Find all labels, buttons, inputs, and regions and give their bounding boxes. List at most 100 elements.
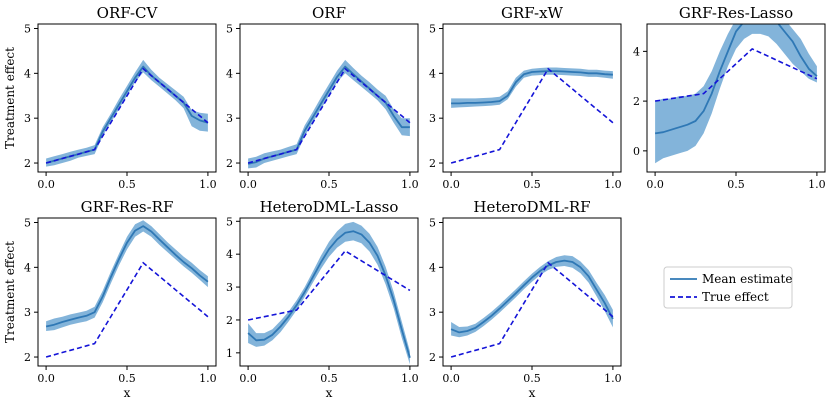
x-tick-label: 0.0 (442, 178, 460, 191)
y-tick-label: 3 (226, 112, 233, 125)
true-effect-line (450, 261, 614, 358)
axes-frame (37, 23, 217, 173)
y-tick-label: 3 (226, 281, 233, 294)
confidence-band (46, 59, 208, 167)
subplot-title: GRF-Res-Lasso (679, 4, 793, 22)
y-tick-label: 4 (24, 67, 31, 80)
x-tick-label: 1.0 (604, 178, 622, 191)
plot-area (247, 221, 411, 365)
y-tick-label: 4 (24, 261, 31, 274)
y-tick-label: 2 (429, 351, 436, 364)
x-tick-label: 0.5 (523, 178, 541, 191)
subplot-title: HeteroDML-Lasso (260, 198, 399, 216)
true-effect-line (45, 67, 209, 164)
legend-label-mean-estimate: Mean estimate (702, 272, 792, 286)
x-tick-label: 1.0 (401, 178, 419, 191)
y-tick-label: 2 (24, 351, 31, 364)
x-tick-label: 0.5 (118, 178, 136, 191)
x-tick-label: 0.0 (239, 372, 257, 385)
x-tick-label: 1.0 (199, 372, 217, 385)
y-axis-label: Treatment effect (3, 241, 17, 343)
y-tick-label: 2 (633, 95, 640, 108)
mean-estimate-line (451, 70, 613, 105)
subplot-title: HeteroDML-RF (473, 198, 590, 216)
y-tick-label: 2 (429, 157, 436, 170)
subplot-title: GRF-xW (501, 4, 564, 22)
y-tick-label: 4 (429, 67, 436, 80)
subplot-orf: 0.0 0.5 1.0 2 3 4 5 ORF (226, 4, 419, 191)
subplot-title: ORF-CV (97, 4, 159, 22)
x-tick-label: 1.0 (604, 372, 622, 385)
plot-area (450, 67, 614, 164)
y-tick-label: 1 (226, 347, 233, 360)
y-tick-label: 5 (24, 22, 31, 35)
x-tick-label: 1.0 (199, 178, 217, 191)
y-tick-label: 5 (24, 216, 31, 229)
x-tick-label: 0.0 (37, 372, 55, 385)
legend-label-true-effect: True effect (702, 290, 769, 304)
y-tick-label: 4 (226, 248, 233, 261)
y-tick-label: 2 (226, 157, 233, 170)
y-tick-label: 3 (429, 306, 436, 319)
x-tick-label: 0.0 (239, 178, 257, 191)
x-tick-label: 0.5 (320, 178, 338, 191)
true-effect-line (654, 47, 818, 102)
confidence-band (451, 67, 613, 108)
mean-estimate-line (45, 65, 209, 164)
plot-area (247, 59, 411, 169)
mean-estimate-line (247, 65, 410, 165)
x-tick-label: 1.0 (401, 372, 419, 385)
y-tick-label: 3 (429, 112, 436, 125)
y-tick-label: 3 (24, 112, 31, 125)
plot-area (45, 220, 209, 358)
x-axis-label: x (124, 386, 131, 400)
y-tick-label: 2 (24, 157, 31, 170)
confidence-band (248, 221, 410, 365)
y-tick-label: 3 (24, 306, 31, 319)
mean-estimate-line (247, 230, 411, 359)
x-axis-label: x (529, 386, 536, 400)
subplot-grf-xw: 0.0 0.5 1.0 2 3 4 5 GRF-xW (429, 4, 622, 191)
y-tick-label: 2 (226, 314, 233, 327)
confidence-band (451, 255, 613, 338)
legend: Mean estimate True effect (663, 266, 793, 309)
axes-frame (442, 23, 622, 173)
plot-area (45, 59, 209, 167)
true-effect-line (45, 261, 209, 358)
subplot-title: ORF (312, 4, 346, 22)
y-tick-label: 5 (226, 215, 233, 228)
y-tick-label: 4 (226, 67, 233, 80)
confidence-band (248, 59, 410, 169)
y-tick-label: 5 (429, 216, 436, 229)
y-tick-label: 5 (226, 22, 233, 35)
plot-area (450, 255, 614, 358)
y-tick-label: 0 (633, 145, 640, 158)
subplot-orf-cv: 0.0 0.5 1.0 2 3 4 5 ORF-CV Treatment effect (3, 4, 217, 191)
confidence-band (46, 220, 208, 331)
mean-estimate-line (45, 225, 209, 328)
x-tick-label: 0.0 (37, 178, 55, 191)
y-tick-label: 4 (633, 45, 640, 58)
axes-frame (239, 23, 419, 173)
subplot-grf-res-lasso: 0.0 0.5 1.0 0 2 4 GRF-Res-Lasso (633, 4, 826, 191)
x-tick-label: 1.0 (808, 178, 826, 191)
true-effect-line (247, 249, 411, 321)
subplot-heterodml-rf: 0.0 0.5 1.0 2 3 4 5 HeteroDML-RF x (429, 198, 622, 400)
true-effect-line (247, 67, 411, 164)
x-tick-label: 0.0 (442, 372, 460, 385)
x-tick-label: 0.5 (727, 178, 745, 191)
mean-estimate-line (450, 259, 614, 334)
x-tick-label: 0.5 (523, 372, 541, 385)
y-tick-label: 5 (429, 22, 436, 35)
x-tick-label: 0.0 (646, 178, 664, 191)
y-axis-label: Treatment effect (3, 47, 17, 149)
mean-estimate-line (654, 24, 818, 135)
confidence-band (655, 24, 817, 164)
subplot-title: GRF-Res-RF (81, 198, 174, 216)
plot-area (654, 24, 818, 164)
y-tick-label: 4 (429, 261, 436, 274)
true-effect-line (450, 67, 614, 164)
subplot-grf-res-rf: 0.0 0.5 1.0 2 3 4 5 GRF-Res-RF Treatment effect x (3, 198, 217, 400)
